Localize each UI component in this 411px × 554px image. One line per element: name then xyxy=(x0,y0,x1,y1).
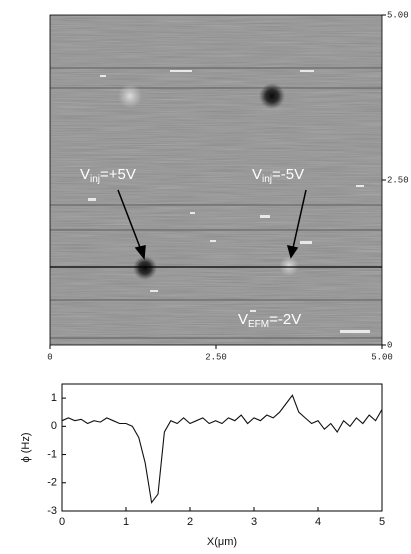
x-tick-label: 3 xyxy=(251,516,257,528)
x-tick-label: 2.50 xyxy=(205,352,227,362)
x-tick-label: 5 xyxy=(379,516,385,528)
annotation-main: V xyxy=(238,311,248,328)
x-tick-label: 4 xyxy=(315,516,321,528)
x-tick-label: 1 xyxy=(123,516,129,528)
annotation-main: V xyxy=(252,166,262,183)
y-tick-label: -3 xyxy=(47,505,57,517)
annotation: Vinj=-5V xyxy=(252,166,304,185)
y-tick-label: 0 xyxy=(51,420,57,432)
y-axis-label: ϕ (Hz) xyxy=(20,433,32,463)
annotation-main: V xyxy=(80,166,90,183)
x-tick-label: 2 xyxy=(187,516,193,528)
x-tick-label: 5.00 xyxy=(371,352,393,362)
plot-frame xyxy=(61,383,383,512)
annotation-rest: =-5V xyxy=(272,166,304,183)
x-tick-label: 0 xyxy=(47,352,52,362)
y-tick-label: 5.00 xyxy=(387,10,409,20)
efm-image xyxy=(49,14,383,346)
annotation-sub: EFM xyxy=(248,319,269,330)
annotation-rest: =+5V xyxy=(100,166,136,183)
annotation: Vinj=+5V xyxy=(80,166,136,185)
y-tick-label: 2.50 xyxy=(387,175,409,185)
x-axis-label: X(μm) xyxy=(207,536,237,548)
annotation-sub: inj xyxy=(90,174,100,185)
data-line xyxy=(61,394,383,504)
y-tick-label: 1 xyxy=(51,392,57,404)
y-tick-label: -1 xyxy=(47,448,57,460)
y-tick-label: -2 xyxy=(47,477,57,489)
annotation-sub: inj xyxy=(262,174,272,185)
annotation-rest: =-2V xyxy=(269,311,301,328)
x-tick-label: 0 xyxy=(59,516,65,528)
y-tick-label: 0 xyxy=(387,340,392,350)
annotation: VEFM=-2V xyxy=(238,311,301,330)
